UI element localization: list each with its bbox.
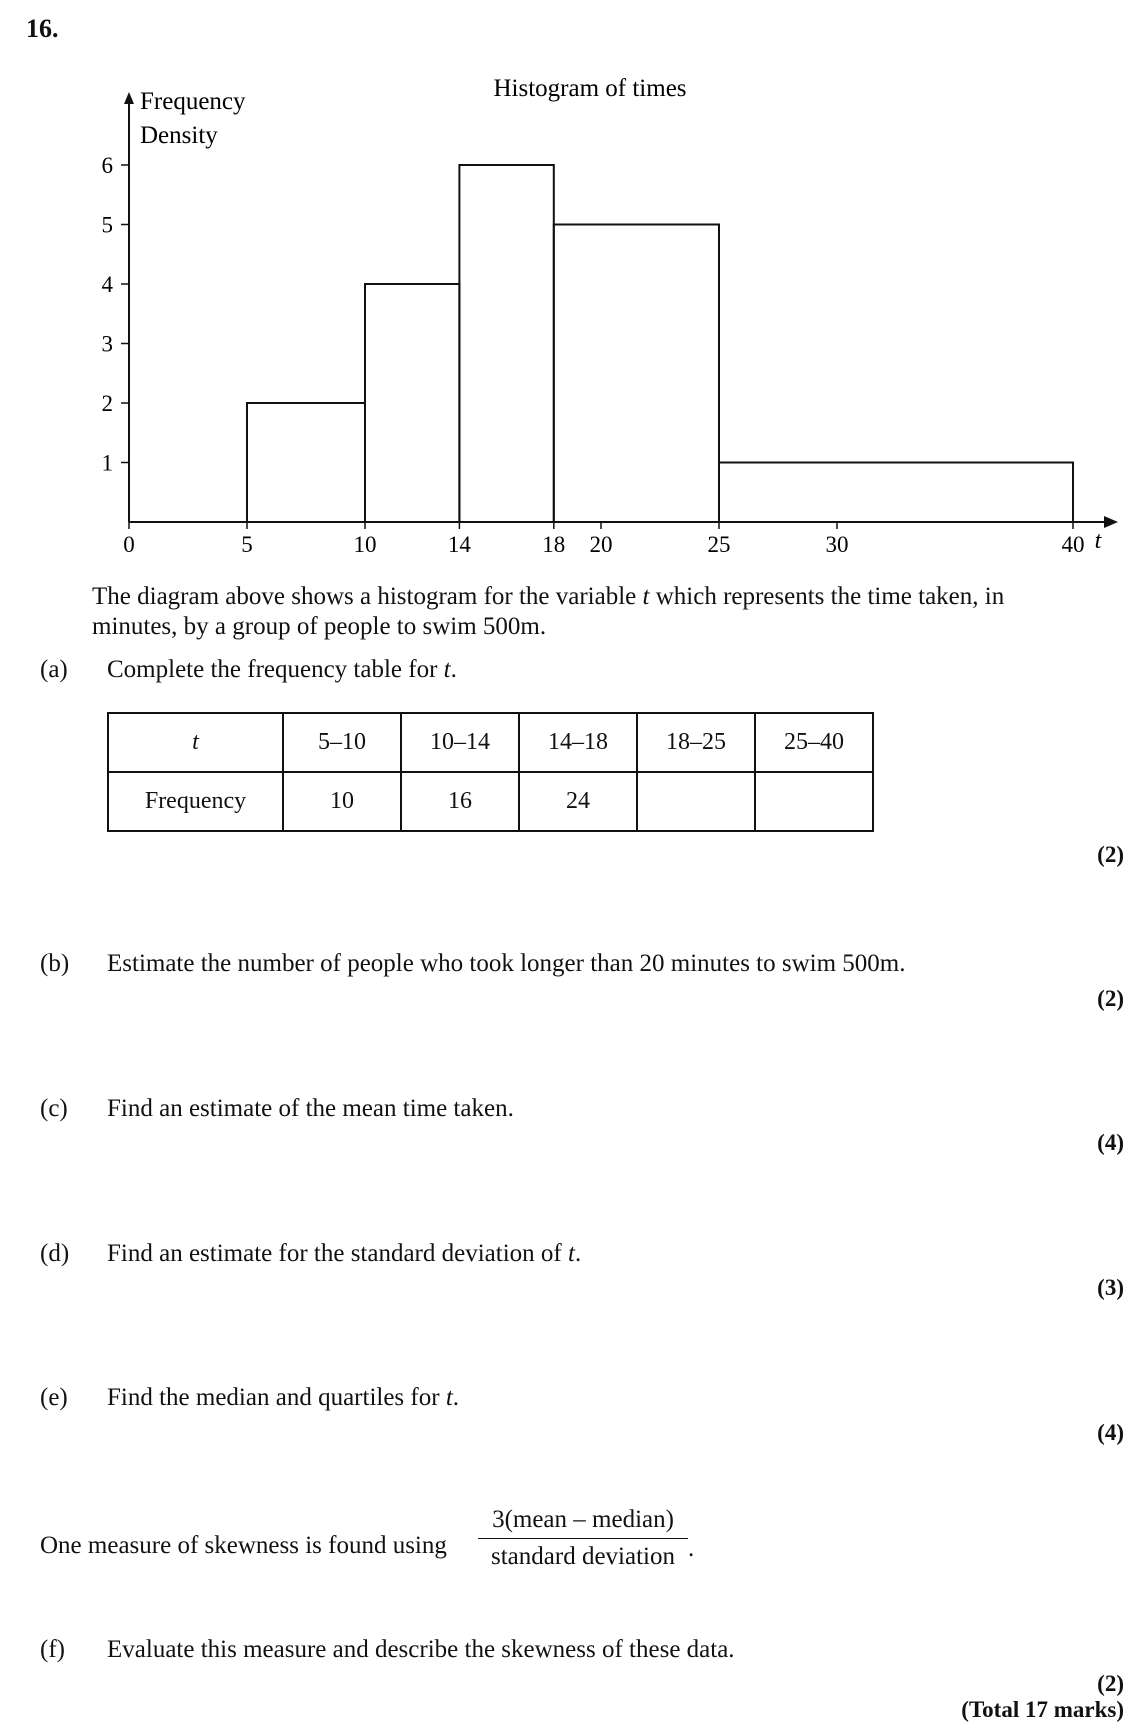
part-a-end: . [450,656,457,683]
table-header-cell: 14–18 [518,712,638,773]
part-b-text: Estimate the number of people who took l… [107,950,906,977]
table-header-cell: 10–14 [400,712,520,773]
y-tick-label: 2 [102,391,114,416]
histogram-bar [246,402,366,523]
part-c-marks: (4) [1097,1130,1124,1155]
x-tick-label: 20 [590,532,613,557]
y-tick-label: 6 [102,153,114,178]
total-marks: (Total 17 marks) [961,1697,1124,1722]
part-f-text: Evaluate this measure and describe the s… [107,1636,735,1663]
histogram-bar [552,223,720,523]
part-e-text: Find the median and quartiles for t. [107,1384,459,1412]
x-axis-arrow [1104,516,1118,528]
y-tick-label: 1 [102,451,114,476]
intro-paragraph: The diagram above shows a histogram for … [92,582,1072,642]
part-e-question: Find the median and quartiles for [107,1384,446,1411]
y-tick-label: 4 [102,272,114,297]
y-axis-label-line2: Density [140,122,218,149]
part-e-end: . [452,1384,460,1411]
y-tick-label: 5 [102,213,114,238]
part-c-label: (c) [40,1095,68,1122]
part-f-label: (f) [40,1636,65,1663]
intro-text-end: which represents the time taken, in minu… [92,583,1005,640]
table-header-cell: 25–40 [754,712,874,773]
intro-variable: t [642,583,650,610]
y-axis-arrow [124,92,134,104]
part-b-marks: (2) [1097,986,1124,1011]
formula-period: . [688,1535,695,1562]
part-a-label: (a) [40,656,68,683]
part-d-marks: (3) [1097,1275,1124,1300]
histogram-bar [458,164,555,523]
part-f-marks: (2) [1097,1671,1124,1696]
table-row-label: Frequency [107,771,284,832]
table-cell-blank[interactable] [636,771,756,832]
intro-text-start: The diagram above shows a histogram for … [92,583,643,610]
table-header-cell: 18–25 [636,712,756,773]
histogram-bar [718,461,1074,523]
y-axis-label-line1: Frequency [140,88,246,115]
question-number: 16. [26,14,59,43]
part-d-text: Find an estimate for the standard deviat… [107,1240,581,1268]
part-e-variable: t [445,1384,453,1411]
x-tick-label: 5 [241,532,253,557]
part-a-variable: t [443,656,451,683]
x-tick-label: 14 [448,532,472,557]
y-tick-label: 3 [102,332,114,357]
chart-title: Histogram of times [493,75,686,102]
histogram-bar [364,283,461,523]
table-cell: 24 [518,771,638,832]
x-tick-label: 30 [826,532,849,557]
x-tick-label: 18 [542,532,565,557]
formula-denominator: standard deviation [491,1543,675,1570]
histogram-chart: 1 2 3 4 5 6 0 5 10 14 18 20 25 30 40 Histogram of time… [102,75,1118,557]
x-tick-label: 0 [123,532,135,557]
frequency-table: t 5–10 10–14 14–18 18–25 25–40 Frequency… [107,712,874,832]
part-d-variable: t [568,1240,575,1267]
table-cell: 10 [282,771,402,832]
table-header-cell: t [107,712,284,773]
part-d-question: Find an estimate for the standard deviat… [107,1240,568,1267]
skewness-intro: One measure of skewness is found using [40,1532,447,1559]
part-c-text: Find an estimate of the mean time taken. [107,1095,514,1122]
skewness-formula: 3(mean – median) standard deviation [478,1506,688,1571]
x-tick-label: 40 [1062,532,1085,557]
x-axis-label: t [1095,528,1103,554]
part-a-question: Complete the frequency table for [107,656,444,683]
part-b-label: (b) [40,950,70,977]
part-a-marks: (2) [1097,842,1124,867]
table-header-cell: 5–10 [282,712,402,773]
table-cell: 16 [400,771,520,832]
part-a-text: Complete the frequency table for t. [107,656,457,684]
part-e-marks: (4) [1097,1420,1124,1445]
x-tick-label: 10 [354,532,377,557]
part-e-label: (e) [40,1384,68,1411]
part-d-end: . [574,1240,582,1267]
table-row: Frequency 10 16 24 [107,771,874,832]
table-header-row: t 5–10 10–14 14–18 18–25 25–40 [107,712,874,773]
table-cell-blank[interactable] [754,771,874,832]
table-header-variable: t [192,729,199,755]
x-tick-label: 25 [708,532,731,557]
part-d-label: (d) [40,1240,70,1267]
formula-numerator: 3(mean – median) [478,1506,688,1539]
